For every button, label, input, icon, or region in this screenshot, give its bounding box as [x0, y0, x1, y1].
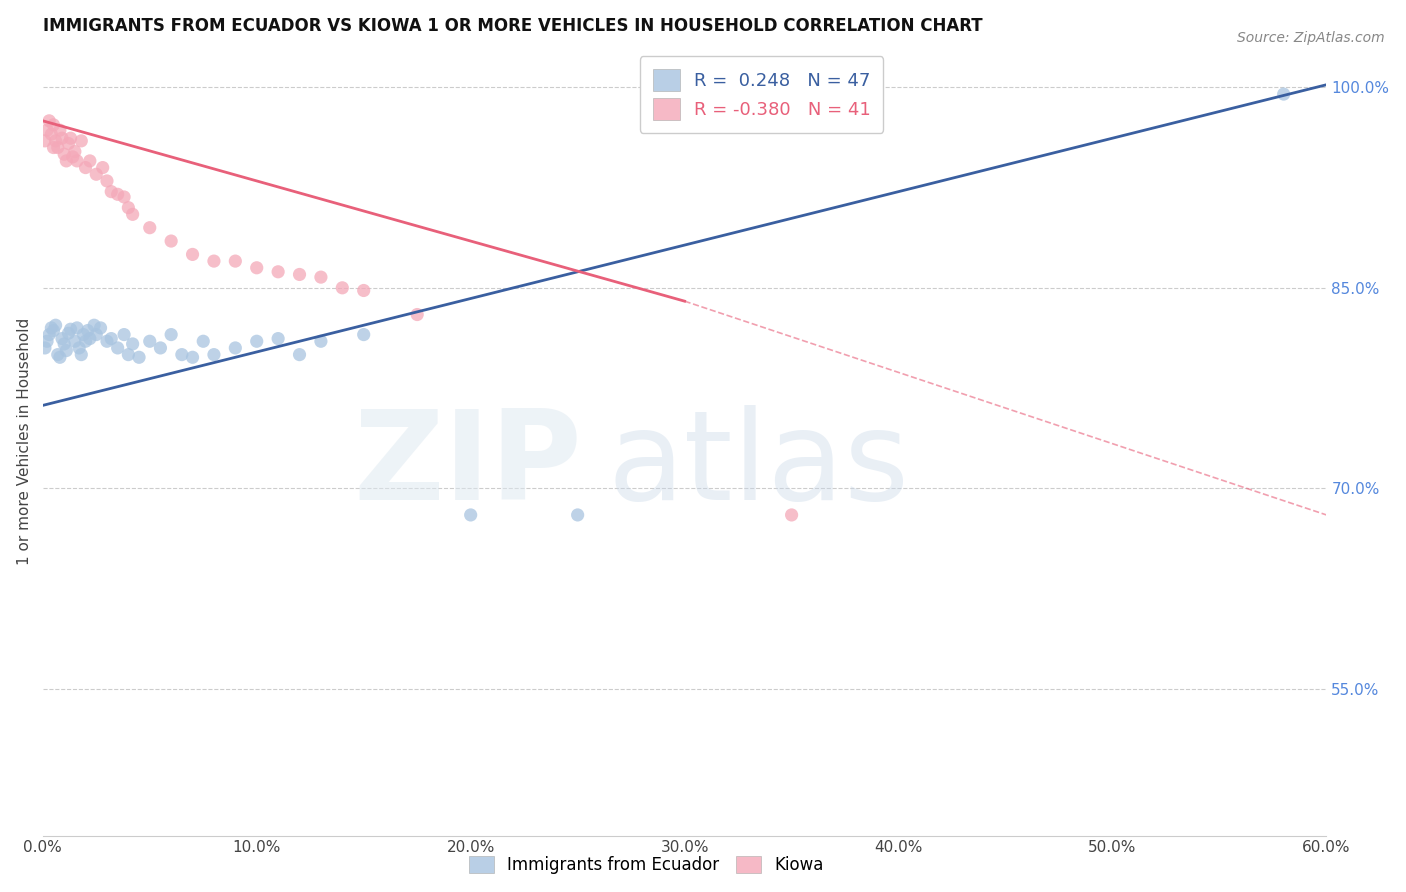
Point — [100, 332, 122, 346]
Point — [139, 220, 162, 235]
Point — [267, 332, 290, 346]
Point — [181, 351, 204, 365]
Point — [35, 123, 58, 137]
Point — [62, 150, 84, 164]
Point — [406, 308, 429, 322]
Point — [42, 324, 65, 338]
Point — [83, 318, 105, 333]
Point — [38, 113, 60, 128]
Y-axis label: 1 or more Vehicles in Household: 1 or more Vehicles in Household — [17, 318, 32, 566]
Point — [353, 327, 375, 342]
Point — [59, 131, 82, 145]
Point — [66, 321, 89, 335]
Point — [202, 348, 225, 362]
Point — [45, 318, 67, 333]
Point — [42, 140, 65, 154]
Point — [139, 334, 162, 349]
Point — [51, 131, 73, 145]
Point — [45, 134, 67, 148]
Text: ZIP: ZIP — [353, 405, 582, 525]
Point — [51, 332, 73, 346]
Point — [46, 348, 69, 362]
Point — [41, 321, 63, 335]
Point — [224, 341, 246, 355]
Point — [309, 334, 332, 349]
Point — [128, 351, 150, 365]
Point — [35, 334, 58, 349]
Point — [55, 153, 77, 168]
Point — [75, 334, 97, 349]
Point — [79, 153, 101, 168]
Point — [58, 326, 80, 341]
Point — [72, 327, 94, 342]
Point — [246, 334, 269, 349]
Point — [267, 265, 290, 279]
Point — [460, 508, 482, 522]
Point — [49, 123, 72, 137]
Point — [121, 207, 143, 221]
Text: atlas: atlas — [607, 405, 910, 525]
Point — [246, 260, 269, 275]
Point — [79, 332, 101, 346]
Point — [90, 321, 112, 335]
Point — [70, 134, 93, 148]
Point — [70, 348, 93, 362]
Point — [53, 147, 76, 161]
Point — [63, 145, 86, 159]
Point — [96, 174, 118, 188]
Point — [84, 167, 107, 181]
Point — [193, 334, 215, 349]
Text: IMMIGRANTS FROM ECUADOR VS KIOWA 1 OR MORE VEHICLES IN HOUSEHOLD CORRELATION CHA: IMMIGRANTS FROM ECUADOR VS KIOWA 1 OR MO… — [42, 17, 983, 35]
Point — [353, 284, 375, 298]
Point — [117, 201, 139, 215]
Point — [46, 140, 69, 154]
Point — [53, 337, 76, 351]
Point — [107, 341, 129, 355]
Point — [780, 508, 803, 522]
Point — [75, 161, 97, 175]
Point — [288, 268, 311, 282]
Legend: Immigrants from Ecuador, Kiowa: Immigrants from Ecuador, Kiowa — [460, 847, 832, 882]
Point — [112, 327, 135, 342]
Point — [42, 118, 65, 132]
Point — [38, 327, 60, 342]
Point — [202, 254, 225, 268]
Point — [59, 322, 82, 336]
Point — [49, 351, 72, 365]
Point — [41, 127, 63, 141]
Point — [160, 327, 183, 342]
Point — [55, 343, 77, 358]
Point — [76, 324, 98, 338]
Point — [112, 190, 135, 204]
Point — [1272, 87, 1295, 101]
Point — [117, 348, 139, 362]
Point — [67, 341, 90, 355]
Point — [91, 161, 114, 175]
Point — [63, 334, 86, 349]
Point — [181, 247, 204, 261]
Point — [107, 187, 129, 202]
Point — [100, 185, 122, 199]
Point — [224, 254, 246, 268]
Point — [34, 341, 56, 355]
Point — [96, 334, 118, 349]
Point — [309, 270, 332, 285]
Point — [84, 327, 107, 342]
Point — [160, 234, 183, 248]
Point — [330, 281, 353, 295]
Point — [288, 348, 311, 362]
Point — [170, 348, 193, 362]
Point — [66, 153, 89, 168]
Text: Source: ZipAtlas.com: Source: ZipAtlas.com — [1237, 31, 1385, 45]
Point — [149, 341, 172, 355]
Point — [121, 337, 143, 351]
Point — [34, 134, 56, 148]
Point — [58, 136, 80, 151]
Point — [567, 508, 589, 522]
